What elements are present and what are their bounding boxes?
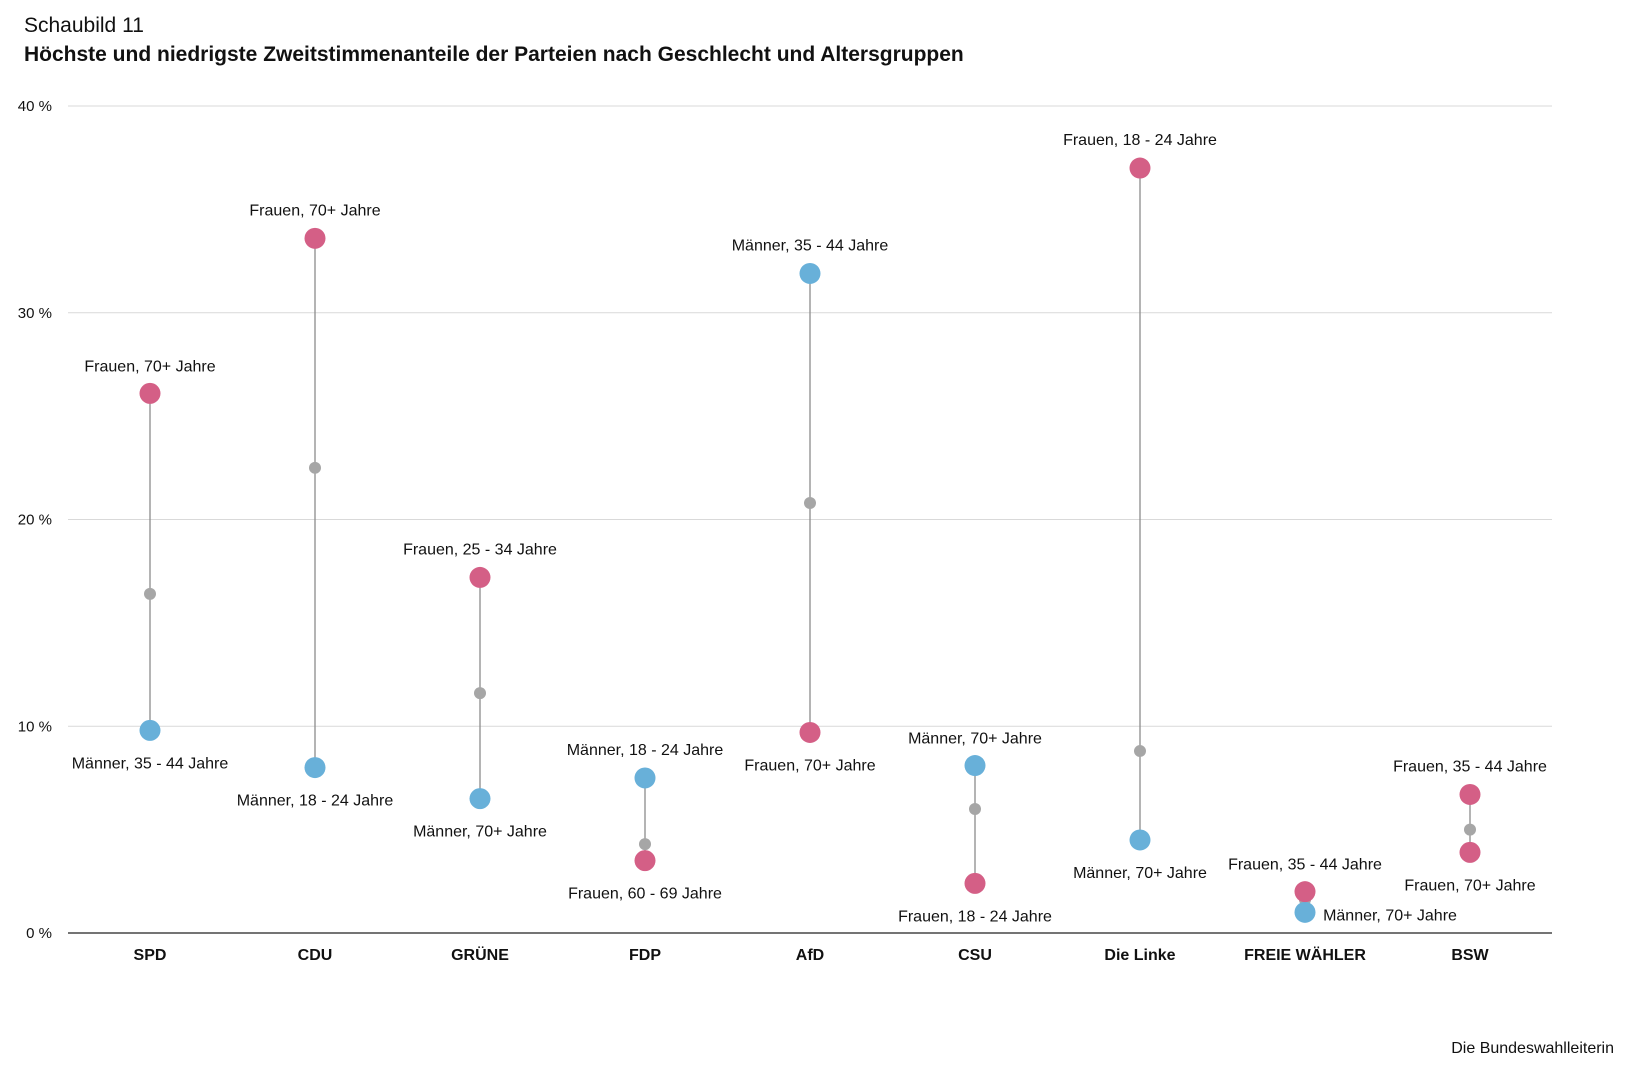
high-point-label: Männer, 35 - 44 Jahre	[732, 237, 889, 254]
x-category-label: BSW	[1451, 947, 1489, 964]
high-point-label: Frauen, 25 - 34 Jahre	[403, 541, 557, 558]
x-category-label: FDP	[629, 947, 661, 964]
high-point	[1129, 157, 1151, 179]
low-point	[469, 788, 491, 810]
x-category-label: Die Linke	[1104, 947, 1175, 964]
y-tick-label: 40 %	[18, 98, 52, 115]
y-tick-label: 30 %	[18, 305, 52, 322]
high-point-label: Frauen, 70+ Jahre	[249, 202, 380, 219]
low-point	[1129, 829, 1151, 851]
y-tick-label: 20 %	[18, 512, 52, 529]
low-point	[799, 721, 821, 743]
low-point	[634, 850, 656, 872]
x-category-label: CSU	[958, 947, 992, 964]
y-tick-label: 0 %	[26, 925, 52, 942]
low-point	[964, 872, 986, 894]
low-point-label: Männer, 35 - 44 Jahre	[72, 755, 229, 772]
x-category-label: SPD	[134, 947, 167, 964]
low-point-label: Frauen, 60 - 69 Jahre	[568, 886, 722, 903]
high-point-label: Frauen, 35 - 44 Jahre	[1228, 857, 1382, 874]
low-point-label: Männer, 70+ Jahre	[1323, 907, 1457, 924]
high-point-label: Frauen, 35 - 44 Jahre	[1393, 758, 1547, 775]
mid-point	[969, 802, 981, 815]
high-point	[799, 262, 821, 284]
mid-point	[144, 587, 156, 600]
y-tick-label: 10 %	[18, 718, 52, 735]
high-point-label: Frauen, 18 - 24 Jahre	[1063, 132, 1217, 149]
x-category-label: CDU	[298, 947, 333, 964]
marks-layer	[139, 157, 1481, 923]
high-point	[634, 767, 656, 789]
low-point	[139, 719, 161, 741]
high-point-label: Männer, 70+ Jahre	[908, 731, 1042, 748]
high-point	[139, 382, 161, 404]
dumbbell-chart: 0 % 10 % 20 % 30 % 40 % SPD CDU GRÜNE FDP AfD CSU…	[18, 98, 1552, 964]
low-point-label: Frauen, 18 - 24 Jahre	[898, 908, 1052, 925]
mid-point	[1134, 745, 1146, 758]
x-category-label: GRÜNE	[451, 945, 509, 964]
x-category-label: FREIE WÄHLER	[1244, 946, 1366, 964]
low-point	[1294, 901, 1316, 923]
high-point	[304, 227, 326, 249]
low-point-label: Frauen, 70+ Jahre	[744, 757, 875, 774]
mid-point	[1464, 823, 1476, 836]
mid-point	[639, 838, 651, 851]
y-axis: 0 % 10 % 20 % 30 % 40 %	[18, 98, 52, 942]
low-point-label: Männer, 18 - 24 Jahre	[237, 793, 394, 810]
high-point	[1294, 881, 1316, 903]
mid-point	[804, 496, 816, 509]
labels-layer: Frauen, 70+ Jahre Männer, 35 - 44 Jahre Fr…	[72, 132, 1547, 925]
low-point	[304, 757, 326, 779]
low-point	[1459, 841, 1481, 863]
mid-point	[309, 461, 321, 474]
high-point	[964, 755, 986, 777]
high-point-label: Männer, 18 - 24 Jahre	[567, 742, 724, 759]
high-point	[1459, 783, 1481, 805]
x-category-label: AfD	[796, 947, 824, 964]
source-credit: Die Bundeswahlleiterin	[1451, 1040, 1614, 1057]
low-point-label: Männer, 70+ Jahre	[413, 824, 547, 841]
chart-title: Höchste und niedrigste Zweitstimmenantei…	[24, 43, 964, 66]
low-point-label: Männer, 70+ Jahre	[1073, 865, 1207, 882]
high-point	[469, 566, 491, 588]
mid-point	[474, 687, 486, 700]
x-axis: SPD CDU GRÜNE FDP AfD CSU Die Linke FREIE WÄHLE…	[68, 932, 1552, 964]
chart-eyebrow: Schaubild 11	[24, 14, 144, 37]
low-point-label: Frauen, 70+ Jahre	[1404, 877, 1535, 894]
high-point-label: Frauen, 70+ Jahre	[84, 358, 215, 375]
